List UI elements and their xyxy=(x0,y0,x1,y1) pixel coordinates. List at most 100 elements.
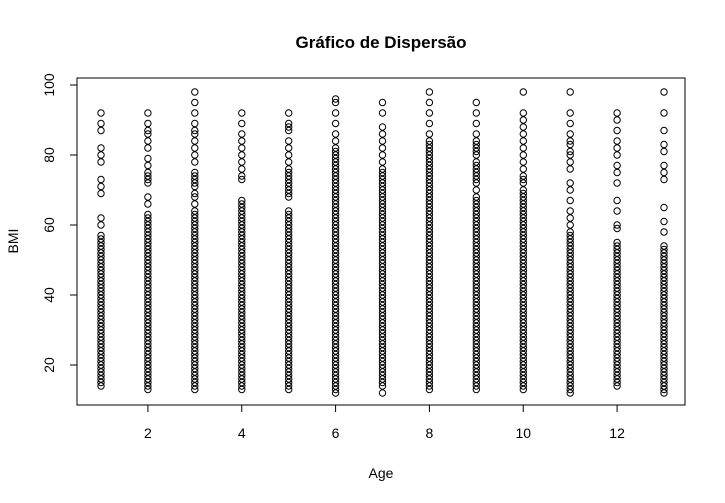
data-point xyxy=(144,252,152,261)
data-point xyxy=(613,273,621,282)
data-point xyxy=(285,270,293,278)
data-point xyxy=(97,214,105,222)
data-point xyxy=(472,301,480,310)
data-point xyxy=(519,375,527,383)
data-point xyxy=(144,382,152,390)
data-point xyxy=(331,214,340,222)
data-point xyxy=(285,144,293,152)
data-point xyxy=(238,347,246,355)
data-point xyxy=(660,256,668,264)
data-point xyxy=(378,333,387,341)
data-point xyxy=(472,200,480,208)
data-point xyxy=(566,231,574,240)
data-point xyxy=(285,298,293,306)
data-point xyxy=(472,308,480,317)
data-point xyxy=(191,228,199,236)
data-point xyxy=(97,221,105,229)
data-point xyxy=(613,126,621,135)
data-point xyxy=(378,228,387,236)
data-point xyxy=(613,375,621,383)
data-point xyxy=(191,144,199,152)
data-point xyxy=(97,378,105,387)
data-point xyxy=(378,270,387,278)
y-axis-label: BMI xyxy=(5,229,21,254)
data-point xyxy=(238,322,246,331)
data-point xyxy=(144,284,152,292)
data-point xyxy=(191,340,199,348)
data-point xyxy=(378,182,387,191)
data-point xyxy=(144,322,152,331)
data-point xyxy=(331,161,340,170)
data-point xyxy=(519,364,527,373)
data-point xyxy=(566,389,574,397)
data-point xyxy=(472,382,480,390)
data-point xyxy=(191,182,199,191)
data-point xyxy=(425,147,434,156)
data-point xyxy=(191,259,199,268)
data-point xyxy=(566,354,574,362)
data-point xyxy=(519,221,527,229)
data-point xyxy=(191,291,199,299)
data-point xyxy=(378,371,387,380)
data-point xyxy=(566,158,574,166)
data-point xyxy=(191,224,199,233)
data-point xyxy=(238,280,246,289)
data-point xyxy=(191,130,199,138)
data-point xyxy=(519,238,527,247)
data-point xyxy=(238,175,246,184)
data-point xyxy=(191,319,199,327)
data-point xyxy=(331,336,340,345)
data-point xyxy=(331,217,340,226)
data-point xyxy=(519,256,527,264)
data-point xyxy=(660,242,668,250)
data-point xyxy=(378,284,387,292)
data-point xyxy=(144,333,152,341)
data-point xyxy=(285,137,293,145)
data-point xyxy=(472,347,480,355)
data-point xyxy=(613,249,621,257)
data-point xyxy=(472,263,480,271)
data-point xyxy=(472,235,480,243)
data-point xyxy=(238,256,246,264)
data-point xyxy=(238,224,246,233)
data-point xyxy=(472,329,480,338)
data-point xyxy=(519,354,527,362)
data-point xyxy=(519,242,527,250)
data-point xyxy=(191,326,199,334)
data-point xyxy=(378,319,387,327)
data-point xyxy=(144,126,152,135)
data-point xyxy=(331,151,340,159)
data-point xyxy=(238,291,246,299)
data-point xyxy=(613,361,621,369)
data-point xyxy=(285,228,293,236)
data-point xyxy=(238,284,246,292)
data-point xyxy=(285,301,293,310)
data-point xyxy=(472,140,480,149)
data-point xyxy=(519,249,527,257)
data-point xyxy=(238,242,246,250)
data-point xyxy=(660,291,668,299)
data-point xyxy=(191,172,199,180)
data-point xyxy=(613,336,621,345)
data-point xyxy=(285,119,293,128)
data-point xyxy=(425,291,434,299)
data-point xyxy=(613,371,621,380)
data-point xyxy=(660,280,668,289)
data-point xyxy=(472,228,480,236)
data-point xyxy=(566,343,574,352)
data-point xyxy=(144,224,152,233)
data-point xyxy=(238,378,246,387)
data-point xyxy=(191,98,199,107)
data-point xyxy=(472,147,480,156)
data-point xyxy=(378,151,387,159)
data-point xyxy=(238,375,246,383)
data-point xyxy=(566,336,574,345)
data-point xyxy=(472,151,480,159)
data-point xyxy=(144,179,152,187)
data-point xyxy=(285,308,293,317)
data-point xyxy=(613,308,621,317)
data-point xyxy=(519,266,527,275)
data-point xyxy=(378,224,387,233)
data-point xyxy=(425,280,434,289)
data-point xyxy=(519,291,527,299)
